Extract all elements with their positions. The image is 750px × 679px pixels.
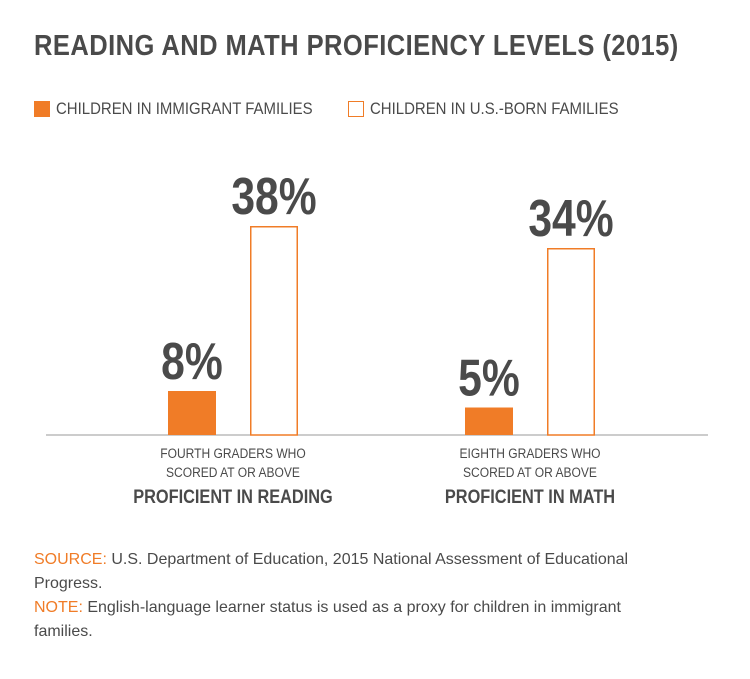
legend-swatch-filled	[34, 101, 50, 117]
legend-label-immigrant: CHILDREN IN IMMIGRANT FAMILIES	[56, 99, 313, 118]
legend-item-us-born: CHILDREN IN U.S.-BORN FAMILIES	[348, 98, 652, 120]
bar-immigrant	[168, 391, 216, 435]
data-label-immigrant: 5%	[458, 350, 520, 408]
source-note: SOURCE: U.S. Department of Education, 20…	[34, 548, 654, 596]
footnotes: SOURCE: U.S. Department of Education, 20…	[34, 548, 654, 644]
bar-us-born	[250, 226, 298, 436]
category-label-line2: SCORED AT OR ABOVE	[463, 464, 597, 480]
source-text: U.S. Department of Education, 2015 Natio…	[34, 551, 629, 592]
bar-immigrant	[465, 407, 513, 435]
legend-swatch-outline	[348, 101, 364, 117]
chart-title: READING AND MATH PROFICIENCY LEVELS (201…	[34, 30, 679, 62]
note-key: NOTE:	[34, 599, 83, 616]
legend-item-immigrant: CHILDREN IN IMMIGRANT FAMILIES	[34, 98, 348, 120]
chart-legend: CHILDREN IN IMMIGRANT FAMILIES CHILDREN …	[34, 98, 734, 120]
method-note: NOTE: English-language learner status is…	[34, 596, 654, 644]
category-label-line1: EIGHTH GRADERS WHO	[459, 445, 600, 461]
bar-chart: 8% 5% 38% 34% FOURTH GRADERS WHO SCORED AT OR…	[46, 168, 708, 507]
note-text: English-language learner status is used …	[34, 599, 621, 640]
source-key: SOURCE:	[34, 551, 107, 568]
data-label-us-born: 34%	[528, 190, 613, 248]
category-label-title: PROFICIENT IN MATH	[445, 486, 615, 507]
data-label-us-born: 38%	[231, 168, 316, 226]
category-label-line2: SCORED AT OR ABOVE	[166, 464, 300, 480]
bar-us-born	[547, 248, 595, 436]
category-label-line1: FOURTH GRADERS WHO	[160, 445, 305, 461]
legend-label-us-born: CHILDREN IN U.S.-BORN FAMILIES	[370, 99, 619, 118]
data-label-immigrant: 8%	[161, 333, 223, 391]
category-label-title: PROFICIENT IN READING	[133, 486, 333, 507]
